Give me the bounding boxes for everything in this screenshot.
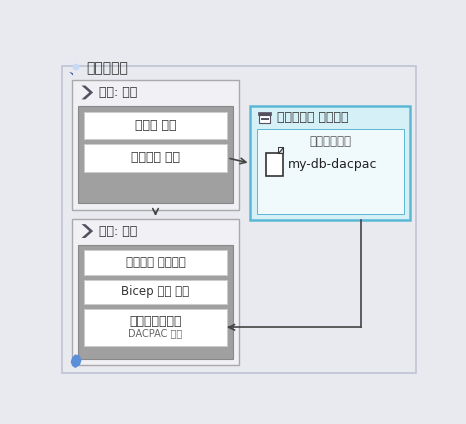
Bar (259, 115, 270, 123)
Bar (250, 106, 410, 220)
Text: Bicep 파일 배포: Bicep 파일 배포 (122, 285, 190, 298)
Polygon shape (278, 147, 283, 153)
Text: 컴파일 코드: 컴파일 코드 (135, 119, 176, 132)
Bar (72, 80, 239, 209)
Bar (84, 144, 227, 172)
Bar (266, 153, 283, 176)
Text: 파이프라인: 파이프라인 (86, 61, 128, 75)
Polygon shape (71, 354, 82, 368)
Text: my-db-dacpac: my-db-dacpac (288, 158, 377, 170)
Bar (84, 112, 227, 139)
Text: 데이터베이스에: 데이터베이스에 (129, 315, 182, 328)
Text: 아티팩트 다운로드: 아티팩트 다운로드 (126, 256, 185, 269)
Text: 단계: 배포: 단계: 배포 (98, 225, 137, 237)
Circle shape (73, 64, 79, 70)
Bar (84, 250, 227, 275)
Text: 파이프라인 아티팩트: 파이프라인 아티팩트 (277, 111, 348, 124)
Bar (72, 219, 239, 365)
Text: 데이터베이스: 데이터베이스 (309, 135, 351, 148)
Bar (84, 309, 227, 346)
Polygon shape (69, 72, 73, 75)
Polygon shape (82, 86, 93, 99)
Bar (257, 129, 404, 214)
Bar (84, 279, 227, 304)
Bar (78, 245, 233, 359)
Bar (78, 106, 233, 204)
Text: 단계: 빌드: 단계: 빌드 (98, 86, 137, 99)
Bar (258, 112, 271, 115)
Text: DACPAC 배포: DACPAC 배포 (129, 329, 183, 338)
Text: 아티팩트 게시: 아티팩트 게시 (131, 151, 180, 165)
Polygon shape (82, 224, 93, 238)
